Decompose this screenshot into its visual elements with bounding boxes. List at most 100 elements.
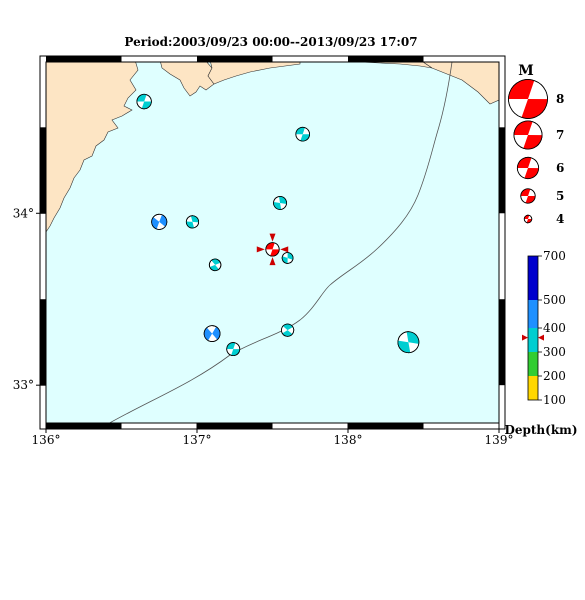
compression-quadrant: [524, 168, 539, 179]
compression-quadrant: [190, 215, 199, 223]
x-tick-label-138: 138°: [334, 433, 363, 447]
focal-mechanism-event: [208, 258, 222, 272]
depth-band: [528, 352, 538, 376]
magnitude-legend-label: 5: [556, 189, 564, 203]
compression-quadrant: [300, 134, 310, 142]
beachball-outline: [516, 156, 540, 180]
compression-quadrant: [136, 94, 147, 102]
magnitude-legend-beachball: [523, 214, 533, 224]
focal-mechanism-event: [273, 196, 287, 210]
depth-scale: 700 500 400 300 200 100: [522, 249, 566, 407]
compression-quadrant: [521, 99, 548, 119]
latest-event-arrow: [256, 246, 265, 253]
depth-band: [528, 328, 538, 352]
beachball-outline: [208, 258, 222, 272]
depth-tick-label: 300: [543, 345, 566, 359]
beachball-outline: [273, 196, 287, 210]
axis-ticks: [36, 212, 500, 433]
focal-mechanism-event: [295, 126, 310, 142]
frame-segment-bottom: [348, 423, 424, 429]
x-tick-label-139: 139°: [485, 433, 514, 447]
frame-segment-right: [499, 127, 505, 214]
compression-quadrant: [186, 221, 195, 229]
y-tick-label-34: 34°: [13, 206, 34, 220]
frame-ticks: [40, 56, 505, 429]
beachball-outline: [265, 242, 280, 257]
magnitude-legend-title: M: [518, 63, 534, 79]
compression-quadrant: [282, 256, 288, 264]
compression-quadrant: [265, 242, 275, 250]
frame-segment-bottom: [46, 423, 122, 429]
compression-quadrant: [525, 196, 536, 204]
depth-marker-right: [538, 334, 544, 341]
beachball-outline: [520, 188, 536, 204]
focal-mechanism-event: [185, 215, 200, 229]
beachball-outline: [295, 126, 310, 142]
compression-quadrant: [520, 188, 531, 197]
compression-quadrant: [209, 264, 219, 271]
depth-band: [528, 300, 538, 328]
compression-quadrant: [231, 349, 240, 356]
compression-quadrant: [282, 324, 293, 331]
compression-quadrant: [523, 135, 543, 150]
focal-mechanism-event: [281, 323, 295, 337]
frame-segment-left: [40, 127, 46, 214]
latest-event-arrow: [269, 257, 276, 266]
depth-tick-label: 500: [543, 293, 566, 307]
compression-quadrant: [141, 101, 152, 109]
x-tick-label-136: 136°: [32, 433, 61, 447]
frame-segment-bottom: [197, 423, 273, 429]
depth-scale-title: Depth(km): [504, 423, 577, 437]
compression-quadrant: [211, 259, 221, 265]
beachball-outline: [523, 214, 533, 224]
x-tick-label-137: 137°: [183, 433, 212, 447]
latest-event-arrow: [269, 233, 276, 242]
compression-quadrant: [513, 121, 533, 136]
compression-quadrant: [159, 214, 167, 227]
latest-event-beachball: [265, 242, 280, 257]
magnitude-legend-beachball: [516, 156, 540, 180]
magnitude-legend-beachball: [520, 188, 536, 204]
land-atsumi-peninsula: [207, 62, 301, 85]
frame-segment-top: [348, 56, 424, 62]
beachball-outline: [513, 120, 543, 150]
depth-band: [528, 376, 538, 400]
magnitude-legend-beachball: [508, 79, 548, 119]
depth-marker-left: [522, 334, 528, 341]
compression-quadrant: [524, 215, 530, 220]
focal-mechanism-event: [151, 213, 168, 230]
compression-quadrant: [204, 327, 213, 341]
y-tick-label-33: 33°: [13, 378, 34, 392]
compression-quadrant: [212, 326, 221, 340]
focal-mechanisms: [136, 93, 420, 357]
focal-mechanism-event: [203, 325, 221, 342]
beachball-outline: [508, 79, 548, 119]
map-title: Period:2003/09/23 00:00--2013/09/23 17:0…: [124, 35, 417, 49]
beachball-outline: [203, 325, 221, 342]
compression-quadrant: [508, 79, 535, 100]
beachball-outline: [136, 93, 152, 110]
latest-event-arrow: [280, 246, 289, 253]
beachball-outline: [226, 342, 241, 357]
compression-quadrant: [282, 330, 293, 337]
focal-mechanism-event: [226, 342, 241, 357]
beachball-outline: [185, 215, 200, 229]
beachball-outline: [281, 252, 294, 264]
magnitude-legend: 8 7 6 5 4: [508, 79, 564, 226]
depth-band: [528, 256, 538, 300]
compression-quadrant: [526, 219, 532, 223]
magnitude-legend-label: 4: [556, 212, 564, 226]
compression-quadrant: [226, 342, 236, 350]
compression-quadrant: [270, 249, 280, 257]
depth-tick-label: 700: [543, 249, 566, 263]
depth-tick-label: 400: [543, 321, 566, 335]
land-kii-peninsula: [46, 62, 139, 233]
beachball-outline: [151, 213, 168, 230]
land-mainland-east: [325, 62, 433, 69]
magnitude-legend-label: 6: [556, 161, 564, 175]
magnitude-legend-label: 7: [556, 128, 564, 142]
focal-mechanism-event: [281, 252, 294, 264]
magnitude-legend-label: 8: [556, 92, 564, 106]
frame-segment-top: [46, 56, 122, 62]
